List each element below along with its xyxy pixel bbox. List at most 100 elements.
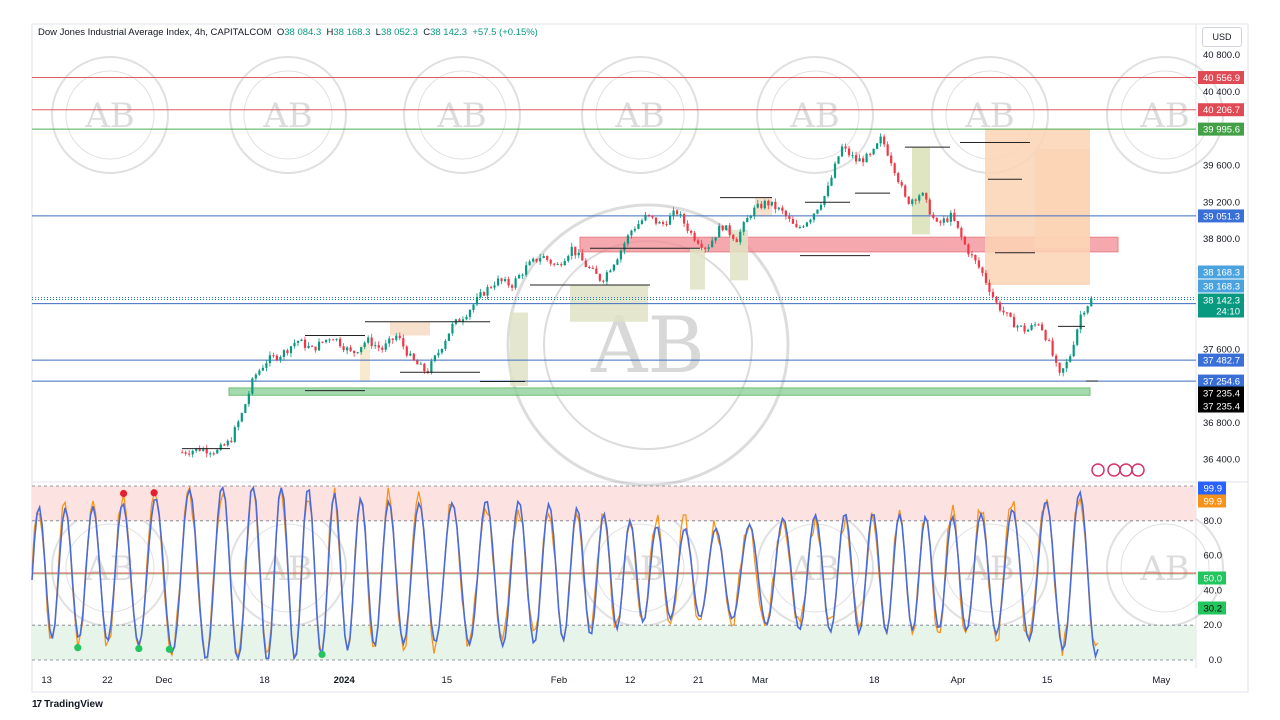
candle <box>577 249 580 259</box>
candle-body <box>191 450 194 455</box>
level-tag-bg <box>1198 71 1244 85</box>
candle <box>918 193 921 204</box>
candle <box>774 198 777 214</box>
candle <box>416 359 419 365</box>
candle <box>1009 312 1012 318</box>
candle <box>181 449 184 454</box>
candle <box>237 419 240 431</box>
candle <box>812 213 816 223</box>
candle <box>658 220 661 224</box>
candle-body <box>918 195 921 201</box>
order-block-box <box>510 312 528 387</box>
candle-body <box>496 278 500 286</box>
watermark-ring <box>756 56 874 174</box>
candle-body <box>405 346 408 356</box>
candle-body <box>518 275 521 279</box>
watermark-initials: AB <box>614 549 665 589</box>
candle <box>869 152 872 158</box>
price-tag-bg <box>1198 293 1244 307</box>
level-price-tag: 37 482.7 <box>1198 353 1244 367</box>
signal-dot <box>165 645 173 653</box>
osc-tag-text: 99.9 <box>1204 484 1223 495</box>
candle-body <box>367 337 370 343</box>
tradingview-logo[interactable]: 17 TradingView <box>32 699 103 710</box>
candle <box>668 212 672 226</box>
candle <box>567 254 570 263</box>
candle-body <box>219 444 222 450</box>
candle-body <box>686 223 689 231</box>
candle-body <box>433 355 436 362</box>
price-tag-bg <box>1198 279 1244 293</box>
candle-body <box>609 270 612 273</box>
candle-body <box>486 287 489 296</box>
candle-body <box>679 214 682 216</box>
candle <box>1051 337 1054 357</box>
candle-body <box>423 363 426 372</box>
candle-body <box>1055 355 1058 363</box>
candle <box>970 251 974 259</box>
candle <box>805 221 809 228</box>
candle-body <box>721 225 724 231</box>
candle-body <box>735 239 738 243</box>
candle-body <box>693 232 696 241</box>
candle <box>833 161 837 179</box>
candle-body <box>226 440 229 446</box>
watermark-initials: AB <box>84 96 135 136</box>
watermark-ring <box>51 56 169 174</box>
watermark-initials: AB <box>1139 549 1190 589</box>
legend-low: 38 052.3 <box>380 27 418 38</box>
candle <box>518 273 521 279</box>
candle <box>310 345 314 347</box>
candle-body <box>310 345 314 347</box>
candle <box>654 217 658 226</box>
candle-body <box>503 279 507 282</box>
level-tag-text: 39 051.3 <box>1203 211 1240 222</box>
resistance-zone <box>579 236 1119 253</box>
currency-button[interactable]: USD <box>1202 27 1242 47</box>
candle <box>679 211 682 218</box>
candle-body <box>510 285 514 288</box>
candle-body <box>363 342 366 348</box>
candle-body <box>507 279 510 286</box>
x-tick-label: 2024 <box>333 675 355 686</box>
candle-body <box>890 155 893 164</box>
osc-tick-label: 60.0 <box>1204 551 1223 562</box>
candle-body <box>535 258 538 262</box>
watermark-initials: AB <box>614 96 665 136</box>
candle-body <box>974 254 977 261</box>
candle <box>1048 338 1051 342</box>
candle-body <box>911 199 914 204</box>
candle <box>742 220 745 236</box>
candle <box>1062 368 1065 377</box>
candle <box>433 354 436 363</box>
candle <box>356 351 359 354</box>
candle <box>226 439 229 447</box>
candle <box>591 265 594 270</box>
candle <box>732 233 735 242</box>
price-tick-label: 40 400.0 <box>1203 87 1240 98</box>
x-tick-label: Mar <box>751 675 769 686</box>
candle <box>244 403 247 414</box>
event-icons <box>1091 463 1145 477</box>
candle-body <box>553 263 556 265</box>
candle-body <box>384 343 387 350</box>
x-tick-label: 12 <box>624 675 636 686</box>
level-tag-text: 40 556.9 <box>1203 73 1240 84</box>
candle-body <box>293 342 296 347</box>
candle <box>458 317 461 322</box>
candle <box>981 266 984 277</box>
watermark-initials: AB <box>1139 96 1190 136</box>
candle <box>932 211 935 220</box>
candle-body <box>668 215 672 225</box>
candle <box>546 255 549 262</box>
candle <box>1002 306 1005 316</box>
candle <box>847 145 851 158</box>
candle-body <box>777 207 780 210</box>
candle <box>1044 329 1047 342</box>
candle <box>398 332 401 341</box>
candle <box>335 338 338 342</box>
candle <box>289 345 293 358</box>
candle-body <box>472 304 475 311</box>
candle-body <box>570 246 573 256</box>
